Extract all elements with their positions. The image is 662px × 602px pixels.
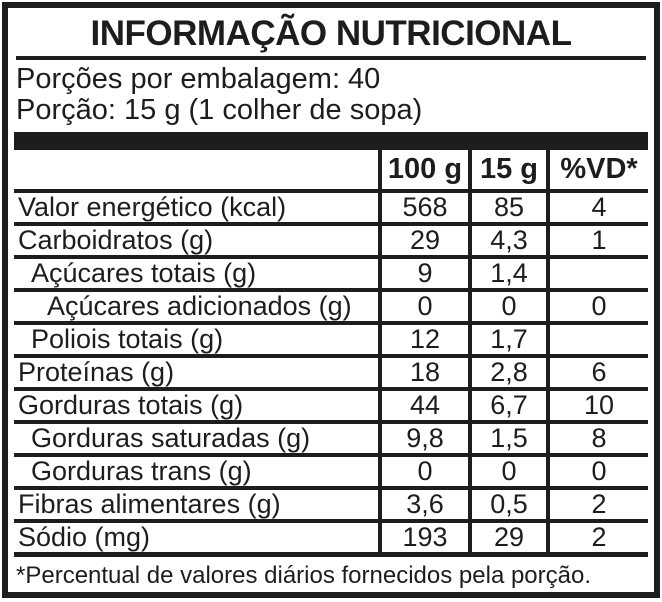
table-row: Sódio (mg) 193 29 2	[14, 523, 648, 557]
table-row: Gorduras trans (g) 0 0 0	[14, 457, 648, 490]
serving-info: Porções por embalagem: 40 Porção: 15 g (…	[14, 60, 648, 126]
value-per-15g: 85	[468, 193, 546, 222]
value-per-100g: 0	[378, 292, 468, 321]
table-row: Gorduras saturadas (g) 9,8 1,5 8	[14, 424, 648, 457]
title-divider	[16, 56, 646, 60]
nutrient-name: Sódio (mg)	[18, 523, 151, 552]
value-per-100g: 12	[378, 325, 468, 354]
value-per-15g: 1,5	[468, 424, 546, 453]
nutrient-name: Valor energético (kcal)	[18, 193, 287, 222]
value-percent-vd	[546, 259, 648, 288]
nutrient-name: Proteínas (g)	[18, 358, 175, 387]
value-percent-vd: 8	[546, 424, 648, 453]
table-row: Proteínas (g) 18 2,8 6	[14, 358, 648, 391]
value-per-15g: 0	[468, 457, 546, 486]
table-row: Gorduras totais (g) 44 6,7 10	[14, 391, 648, 424]
value-per-100g: 0	[378, 457, 468, 486]
value-per-15g: 1,7	[468, 325, 546, 354]
value-percent-vd	[546, 325, 648, 354]
table-row: Fibras alimentares (g) 3,6 0,5 2	[14, 490, 648, 523]
value-percent-vd: 1	[546, 226, 648, 255]
nutrition-table-body: Valor energético (kcal) 568 85 4 Carboid…	[14, 193, 648, 557]
nutrient-name: Fibras alimentares (g)	[18, 490, 281, 519]
table-row: Carboidratos (g) 29 4,3 1	[14, 226, 648, 259]
table-row: Açúcares adicionados (g) 0 0 0	[14, 292, 648, 325]
header-per-100g: 100 g	[378, 150, 468, 189]
table-row: Poliois totais (g) 12 1,7	[14, 325, 648, 358]
value-per-15g: 29	[468, 523, 546, 552]
value-per-15g: 0,5	[468, 490, 546, 519]
table-row: Valor energético (kcal) 568 85 4	[14, 193, 648, 226]
nutrition-table: 100 g 15 g %VD* Valor energético (kcal) …	[14, 150, 648, 557]
value-per-100g: 9,8	[378, 424, 468, 453]
value-per-100g: 18	[378, 358, 468, 387]
nutrient-name: Açúcares totais (g)	[31, 259, 257, 288]
value-percent-vd: 0	[546, 292, 648, 321]
header-percent-vd: %VD*	[546, 150, 648, 189]
value-percent-vd: 0	[546, 457, 648, 486]
value-percent-vd: 2	[546, 490, 648, 519]
value-per-15g: 1,4	[468, 259, 546, 288]
value-percent-vd: 2	[546, 523, 648, 552]
nutrient-name: Carboidratos (g)	[18, 226, 214, 255]
value-per-15g: 0	[468, 292, 546, 321]
value-per-15g: 4,3	[468, 226, 546, 255]
table-row: Açúcares totais (g) 9 1,4	[14, 259, 648, 292]
value-per-100g: 3,6	[378, 490, 468, 519]
header-per-15g: 15 g	[468, 150, 546, 189]
black-separator-bar	[14, 132, 648, 150]
value-per-100g: 29	[378, 226, 468, 255]
value-per-100g: 44	[378, 391, 468, 420]
value-percent-vd: 6	[546, 358, 648, 387]
value-per-15g: 6,7	[468, 391, 546, 420]
nutrient-name: Poliois totais (g)	[31, 325, 224, 354]
table-header-row: 100 g 15 g %VD*	[14, 150, 648, 193]
value-percent-vd: 4	[546, 193, 648, 222]
header-nutrient-column	[14, 150, 378, 189]
portion-size: Porção: 15 g (1 colher de sopa)	[16, 94, 423, 126]
value-per-15g: 2,8	[468, 358, 546, 387]
nutrient-name: Gorduras saturadas (g)	[31, 424, 311, 453]
nutrient-name: Gorduras totais (g)	[18, 391, 244, 420]
nutrient-name: Gorduras trans (g)	[31, 457, 252, 486]
value-per-100g: 9	[378, 259, 468, 288]
servings-per-package: Porções por embalagem: 40	[16, 63, 381, 95]
vd-footnote: *Percentual de valores diários fornecido…	[16, 562, 592, 589]
label-title: INFORMAÇÃO NUTRICIONAL	[90, 14, 572, 53]
nutrient-name: Açúcares adicionados (g)	[47, 292, 352, 321]
value-percent-vd: 10	[546, 391, 648, 420]
value-per-100g: 193	[378, 523, 468, 552]
value-per-100g: 568	[378, 193, 468, 222]
